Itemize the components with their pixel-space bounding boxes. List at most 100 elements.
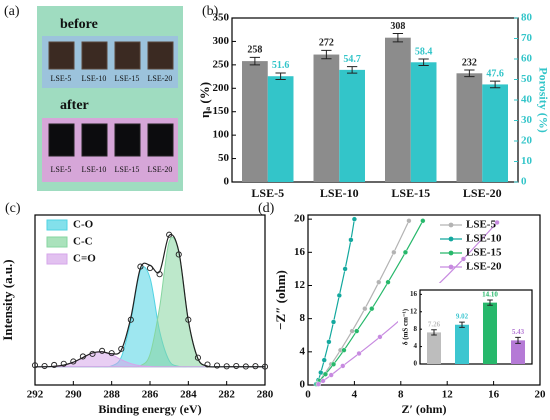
data-point (108, 350, 115, 357)
y-tick-label: 4 (414, 342, 418, 350)
y2-tick-label: 10 (521, 155, 533, 167)
data-point (320, 378, 326, 384)
data-point (460, 256, 467, 262)
data-point (175, 251, 182, 258)
panel-label: (c) (5, 201, 21, 216)
y-axis-label: δ (mS cm⁻¹) (402, 308, 410, 345)
data-point (70, 358, 77, 365)
y2-tick-label: 40 (521, 94, 533, 106)
y2-tick-label: 60 (521, 53, 533, 65)
x-tick-label: LSE-15 (391, 186, 430, 200)
value-label: 5.43 (512, 328, 525, 336)
before-label: before (60, 17, 98, 32)
y-axis-label: −Z″ (ohm) (273, 270, 288, 330)
error-bar (489, 80, 501, 89)
value-label: 258 (247, 45, 262, 56)
data-point (321, 357, 327, 363)
bar (410, 62, 437, 182)
sample-after (147, 123, 174, 157)
x-tick-label: 284 (180, 389, 197, 401)
legend-marker (448, 236, 454, 242)
bar (456, 73, 483, 182)
legend-label: C-C (73, 236, 93, 248)
y2-tick-label: 70 (521, 32, 533, 44)
y-tick-label: 300 (213, 35, 230, 47)
sample-label: LSE-20 (148, 74, 173, 83)
data-point (233, 362, 240, 370)
data-point (326, 339, 332, 345)
value-label: 51.6 (272, 60, 290, 71)
value-label: 7.26 (428, 320, 441, 328)
value-label: 14.10 (482, 291, 498, 299)
data-point (223, 363, 230, 370)
y-tick-label: 12 (410, 307, 418, 315)
data-point (31, 362, 39, 369)
value-label: 9.02 (456, 313, 469, 321)
y2-tick-label: 30 (521, 114, 533, 126)
data-point (127, 316, 134, 323)
x-tick-label: 4 (352, 389, 358, 401)
bar (242, 61, 268, 183)
data-point (385, 279, 391, 285)
bar (385, 37, 411, 183)
data-point (330, 319, 337, 325)
data-point (51, 361, 58, 369)
y-axis-label: Intensity (a.u.) (0, 259, 15, 340)
value-label: 47.6 (486, 68, 504, 79)
error-bar (249, 56, 261, 66)
sample-label: LSE-10 (82, 165, 107, 174)
component-area (35, 266, 265, 368)
series-line (318, 222, 498, 385)
error-bar (431, 329, 437, 336)
y-tick-label: 4 (300, 345, 306, 357)
y2-tick-label: 50 (521, 73, 533, 85)
x-tick-label: 286 (142, 389, 159, 401)
panel-label: (b) (202, 4, 219, 19)
sample-before (114, 41, 141, 70)
value-label: 58.4 (415, 46, 433, 57)
data-point (348, 237, 354, 243)
x-tick-label: 8 (398, 389, 404, 401)
bar (455, 324, 469, 364)
y2-tick-label: 20 (521, 135, 533, 147)
data-point (369, 306, 375, 312)
x-tick-label: LSE-5 (251, 186, 284, 200)
data-point (185, 316, 192, 323)
panel-label: (d) (258, 201, 275, 216)
data-point (330, 361, 337, 367)
data-point (146, 265, 154, 272)
sample-label: LSE-5 (51, 165, 72, 174)
x-axis-label: Z′ (ohm) (401, 402, 446, 416)
error-bar (487, 299, 493, 306)
data-point (336, 292, 342, 299)
after-label: after (60, 98, 89, 113)
xps-chart: 292 290 288 286 284 282 280 (c) Intensity (a.u.)… (0, 201, 274, 416)
error-bar (346, 66, 358, 74)
sample-after (114, 123, 141, 157)
nyquist-chart: 0 4 8 12 16 20 0 4 8 12 16 20 (d) −Z″ (ohm) Z′ (ohm) LS… (258, 201, 546, 416)
data-point (376, 279, 382, 285)
y-tick-label: 8 (300, 312, 306, 324)
data-point (99, 347, 106, 354)
x-tick-label: 280 (257, 389, 274, 401)
sample-label: LSE-15 (115, 165, 140, 174)
legend-label: LSE-5 (466, 219, 496, 231)
data-point (494, 219, 500, 226)
x-tick-label: 290 (65, 389, 82, 401)
bar (267, 76, 294, 182)
x-axis-label: Binding energy (eV) (98, 402, 201, 416)
data-point (341, 347, 347, 353)
legend-label: LSE-10 (466, 233, 502, 245)
value-label: 308 (390, 21, 405, 32)
x-tick-label: 292 (27, 389, 44, 401)
data-point (137, 263, 144, 270)
data-point (420, 218, 426, 224)
sample-before (48, 41, 75, 70)
y-tick-label: 16 (294, 246, 306, 258)
legend-swatch (46, 219, 68, 231)
data-point (242, 363, 249, 370)
data-point (118, 345, 125, 352)
data-point (41, 362, 48, 370)
y-tick-label: 8 (414, 325, 418, 333)
